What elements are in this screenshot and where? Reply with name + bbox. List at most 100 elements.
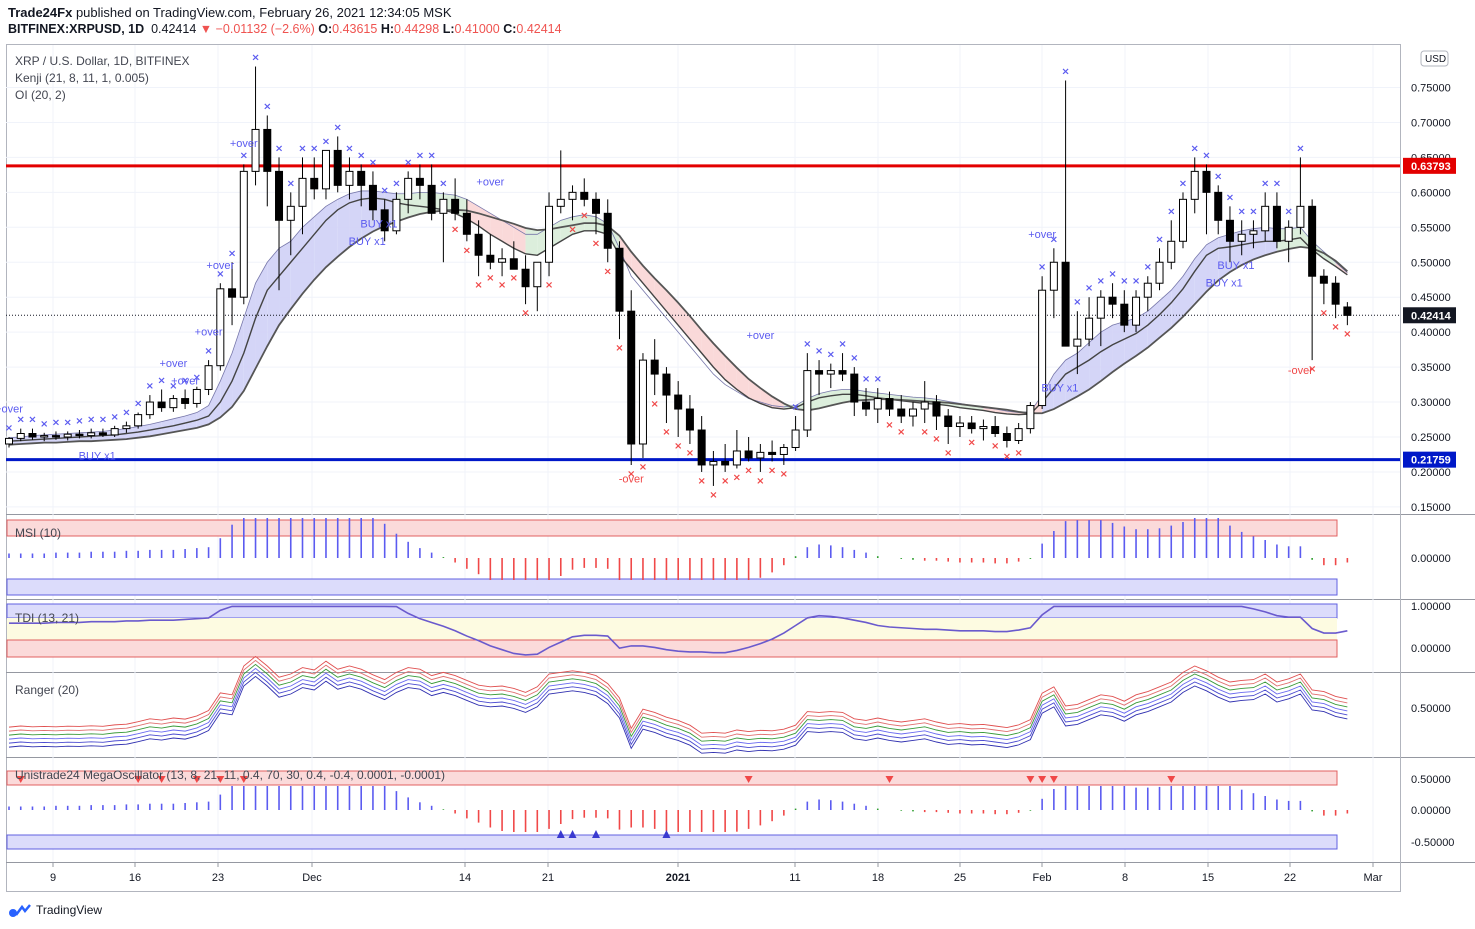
red-x-marker: × [1003, 451, 1011, 462]
cloud-segment [1053, 360, 1066, 410]
candle-down [944, 415, 953, 428]
candle-down [1214, 191, 1223, 221]
blue-x-marker: × [1050, 234, 1058, 245]
red-x-marker: × [1014, 448, 1022, 459]
candle-up [709, 460, 718, 466]
cloud-segment [1159, 290, 1172, 338]
indicator-tick-label: 0.00000 [1411, 643, 1451, 655]
mega-buy-triangle [568, 830, 577, 838]
cloud-segment [725, 355, 737, 390]
mega-title: Unistrade24 MegaOscillator (13, 8, 21, 1… [15, 768, 445, 782]
red-x-marker: × [991, 441, 999, 452]
red-x-marker: × [651, 399, 659, 410]
cloud-segment [1089, 332, 1101, 390]
ranger-band [8, 655, 1348, 734]
blue-x-marker: × [122, 408, 130, 419]
cloud-segment [1100, 325, 1113, 382]
red-x-marker: × [897, 427, 905, 438]
mega-sell-triangle [134, 776, 143, 783]
footer[interactable]: TradingView [8, 902, 102, 918]
time-tick-label: 2021 [666, 872, 690, 884]
blue-x-marker: × [416, 150, 424, 161]
candle-up [568, 191, 577, 200]
candle-up [803, 370, 812, 431]
candle-up [298, 177, 307, 207]
candle-up [908, 408, 917, 417]
blue-x-marker: × [1214, 171, 1222, 182]
blue-x-marker: × [1273, 178, 1281, 189]
signal-label: +over [476, 176, 504, 188]
indicator-panes [8, 518, 1349, 838]
cloud-segment [1171, 276, 1183, 328]
blue-x-marker: × [357, 150, 365, 161]
blue-x-marker: × [99, 415, 107, 426]
mega-buy-triangle [662, 830, 671, 838]
price-axis[interactable]: 0.750000.700000.650000.600000.550000.500… [1411, 83, 1454, 850]
cloud-segment [232, 318, 244, 407]
cloud-segment [302, 216, 315, 294]
red-x-marker: × [568, 224, 576, 235]
cloud-segment [267, 248, 280, 347]
horizontal-grid [6, 87, 1400, 508]
ranger-band [8, 659, 1348, 738]
signal-label: +over [159, 358, 187, 370]
red-x-marker: × [463, 245, 471, 256]
open-label: O: [318, 22, 333, 36]
red-x-marker: × [780, 469, 788, 480]
candle-down [1319, 275, 1328, 284]
signal-label: BUY x1 [1217, 260, 1254, 272]
cloud-segment [502, 220, 514, 249]
red-x-marker: × [1331, 322, 1339, 333]
last-price-text: 0.42414 [1411, 310, 1452, 322]
red-x-marker: × [932, 434, 940, 445]
candle-up [63, 433, 72, 438]
candle-down [75, 433, 84, 437]
cloud-segment [689, 316, 702, 354]
candle-down [1331, 282, 1340, 305]
price-tick-label: 0.70000 [1411, 117, 1451, 129]
price-tick-label: 0.45000 [1411, 292, 1451, 304]
blue-x-marker: × [803, 339, 811, 350]
candle-up [1190, 170, 1199, 200]
candle-up [216, 288, 225, 367]
time-axis[interactable]: 9 16 23 Dec 14 21 2021 11 18 25 Feb 8 15 22 Mar [50, 862, 1383, 884]
candle-up [169, 398, 178, 409]
blue-x-marker: × [1191, 143, 1199, 154]
mega-upper-zone [6, 770, 1338, 786]
low-label: L: [442, 22, 455, 36]
resistance-price-label: 0.63793 [1403, 157, 1456, 174]
blue-x-marker: × [1061, 67, 1069, 78]
mega-sell-triangle [1049, 776, 1058, 783]
mega-sell-triangle [1038, 776, 1047, 783]
candle-down [1061, 261, 1070, 347]
candle-up [556, 198, 565, 207]
cloud-segment [220, 353, 233, 418]
blue-x-marker: × [1155, 234, 1163, 245]
blue-x-marker: × [251, 53, 259, 64]
price-tick-label: 0.50000 [1411, 257, 1451, 269]
mega-buy-triangle [556, 830, 565, 838]
candle-up [192, 388, 201, 404]
mega-lower-zone [6, 834, 1338, 850]
currency-badge[interactable]: USD [1420, 50, 1449, 67]
cloud-segment [654, 278, 667, 312]
candle-down [991, 426, 1000, 435]
candle-down [768, 451, 777, 455]
time-tick-label: 21 [542, 872, 554, 884]
cloud-segment [748, 378, 761, 404]
candle-down [1308, 205, 1317, 277]
blue-x-marker: × [874, 374, 882, 385]
time-tick-label: 23 [212, 872, 224, 884]
blue-x-marker: × [439, 178, 447, 189]
blue-x-marker: × [87, 415, 95, 426]
msi-oversold-zone [6, 578, 1338, 596]
red-x-marker: × [451, 224, 459, 235]
signal-label: -over [1288, 365, 1313, 377]
candle-down [815, 370, 824, 375]
high-label: H: [380, 22, 395, 36]
candle-down [674, 394, 683, 410]
blue-x-marker: × [169, 381, 177, 392]
candle-down [662, 373, 671, 396]
candle-down [580, 191, 589, 200]
